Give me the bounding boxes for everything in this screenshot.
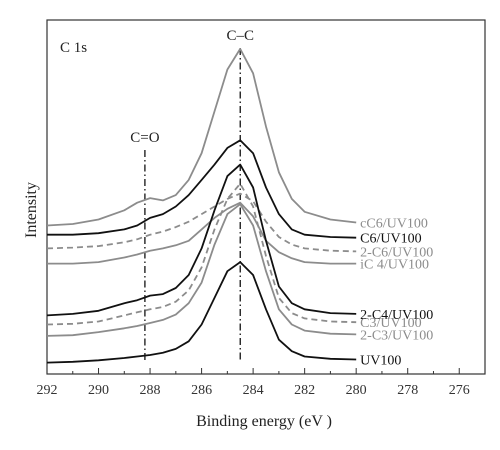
reference-line-label: C=O: [130, 130, 159, 146]
x-tick-label: 286: [191, 383, 212, 398]
x-tick-label: 280: [346, 383, 367, 398]
series-line: [46, 163, 357, 317]
x-tick-label: 292: [37, 383, 58, 398]
series-label: 2-C3/UV100: [360, 328, 433, 343]
x-tick-label: 290: [88, 383, 109, 398]
series-line: [47, 139, 357, 239]
series-label: 2-C6/UV100: [360, 245, 433, 260]
x-axis-ticks: 292 290 288 286 284 282 280 278 276: [37, 368, 470, 398]
reference-line-label: C–C: [226, 28, 254, 44]
series-line: [46, 203, 357, 337]
x-axis-title: Binding energy (eV ): [196, 413, 332, 430]
series-line: [46, 48, 357, 227]
series-label: C6/UV100: [360, 232, 421, 247]
series-label: cC6/UV100: [360, 217, 428, 232]
series-line: [46, 182, 357, 326]
series-label: iC 4/UV100: [360, 258, 429, 273]
x-tick-label: 278: [397, 383, 418, 398]
reference-lines: C=O C–C: [130, 28, 254, 362]
x-tick-label: 288: [140, 383, 161, 398]
series-label: UV100: [360, 354, 401, 369]
y-axis-title: Intensity: [23, 182, 40, 238]
series-line: [47, 201, 357, 265]
series-line: [46, 192, 357, 253]
x-tick-label: 284: [243, 383, 264, 398]
series-label: C3/UV100: [360, 316, 421, 331]
plot-frame: [46, 19, 486, 375]
series-line: [46, 261, 357, 364]
panel-label: C 1s: [60, 40, 87, 56]
x-tick-label: 276: [449, 383, 470, 398]
x-tick-label: 282: [294, 383, 315, 398]
series-label: 2-C4/UV100: [360, 308, 433, 323]
